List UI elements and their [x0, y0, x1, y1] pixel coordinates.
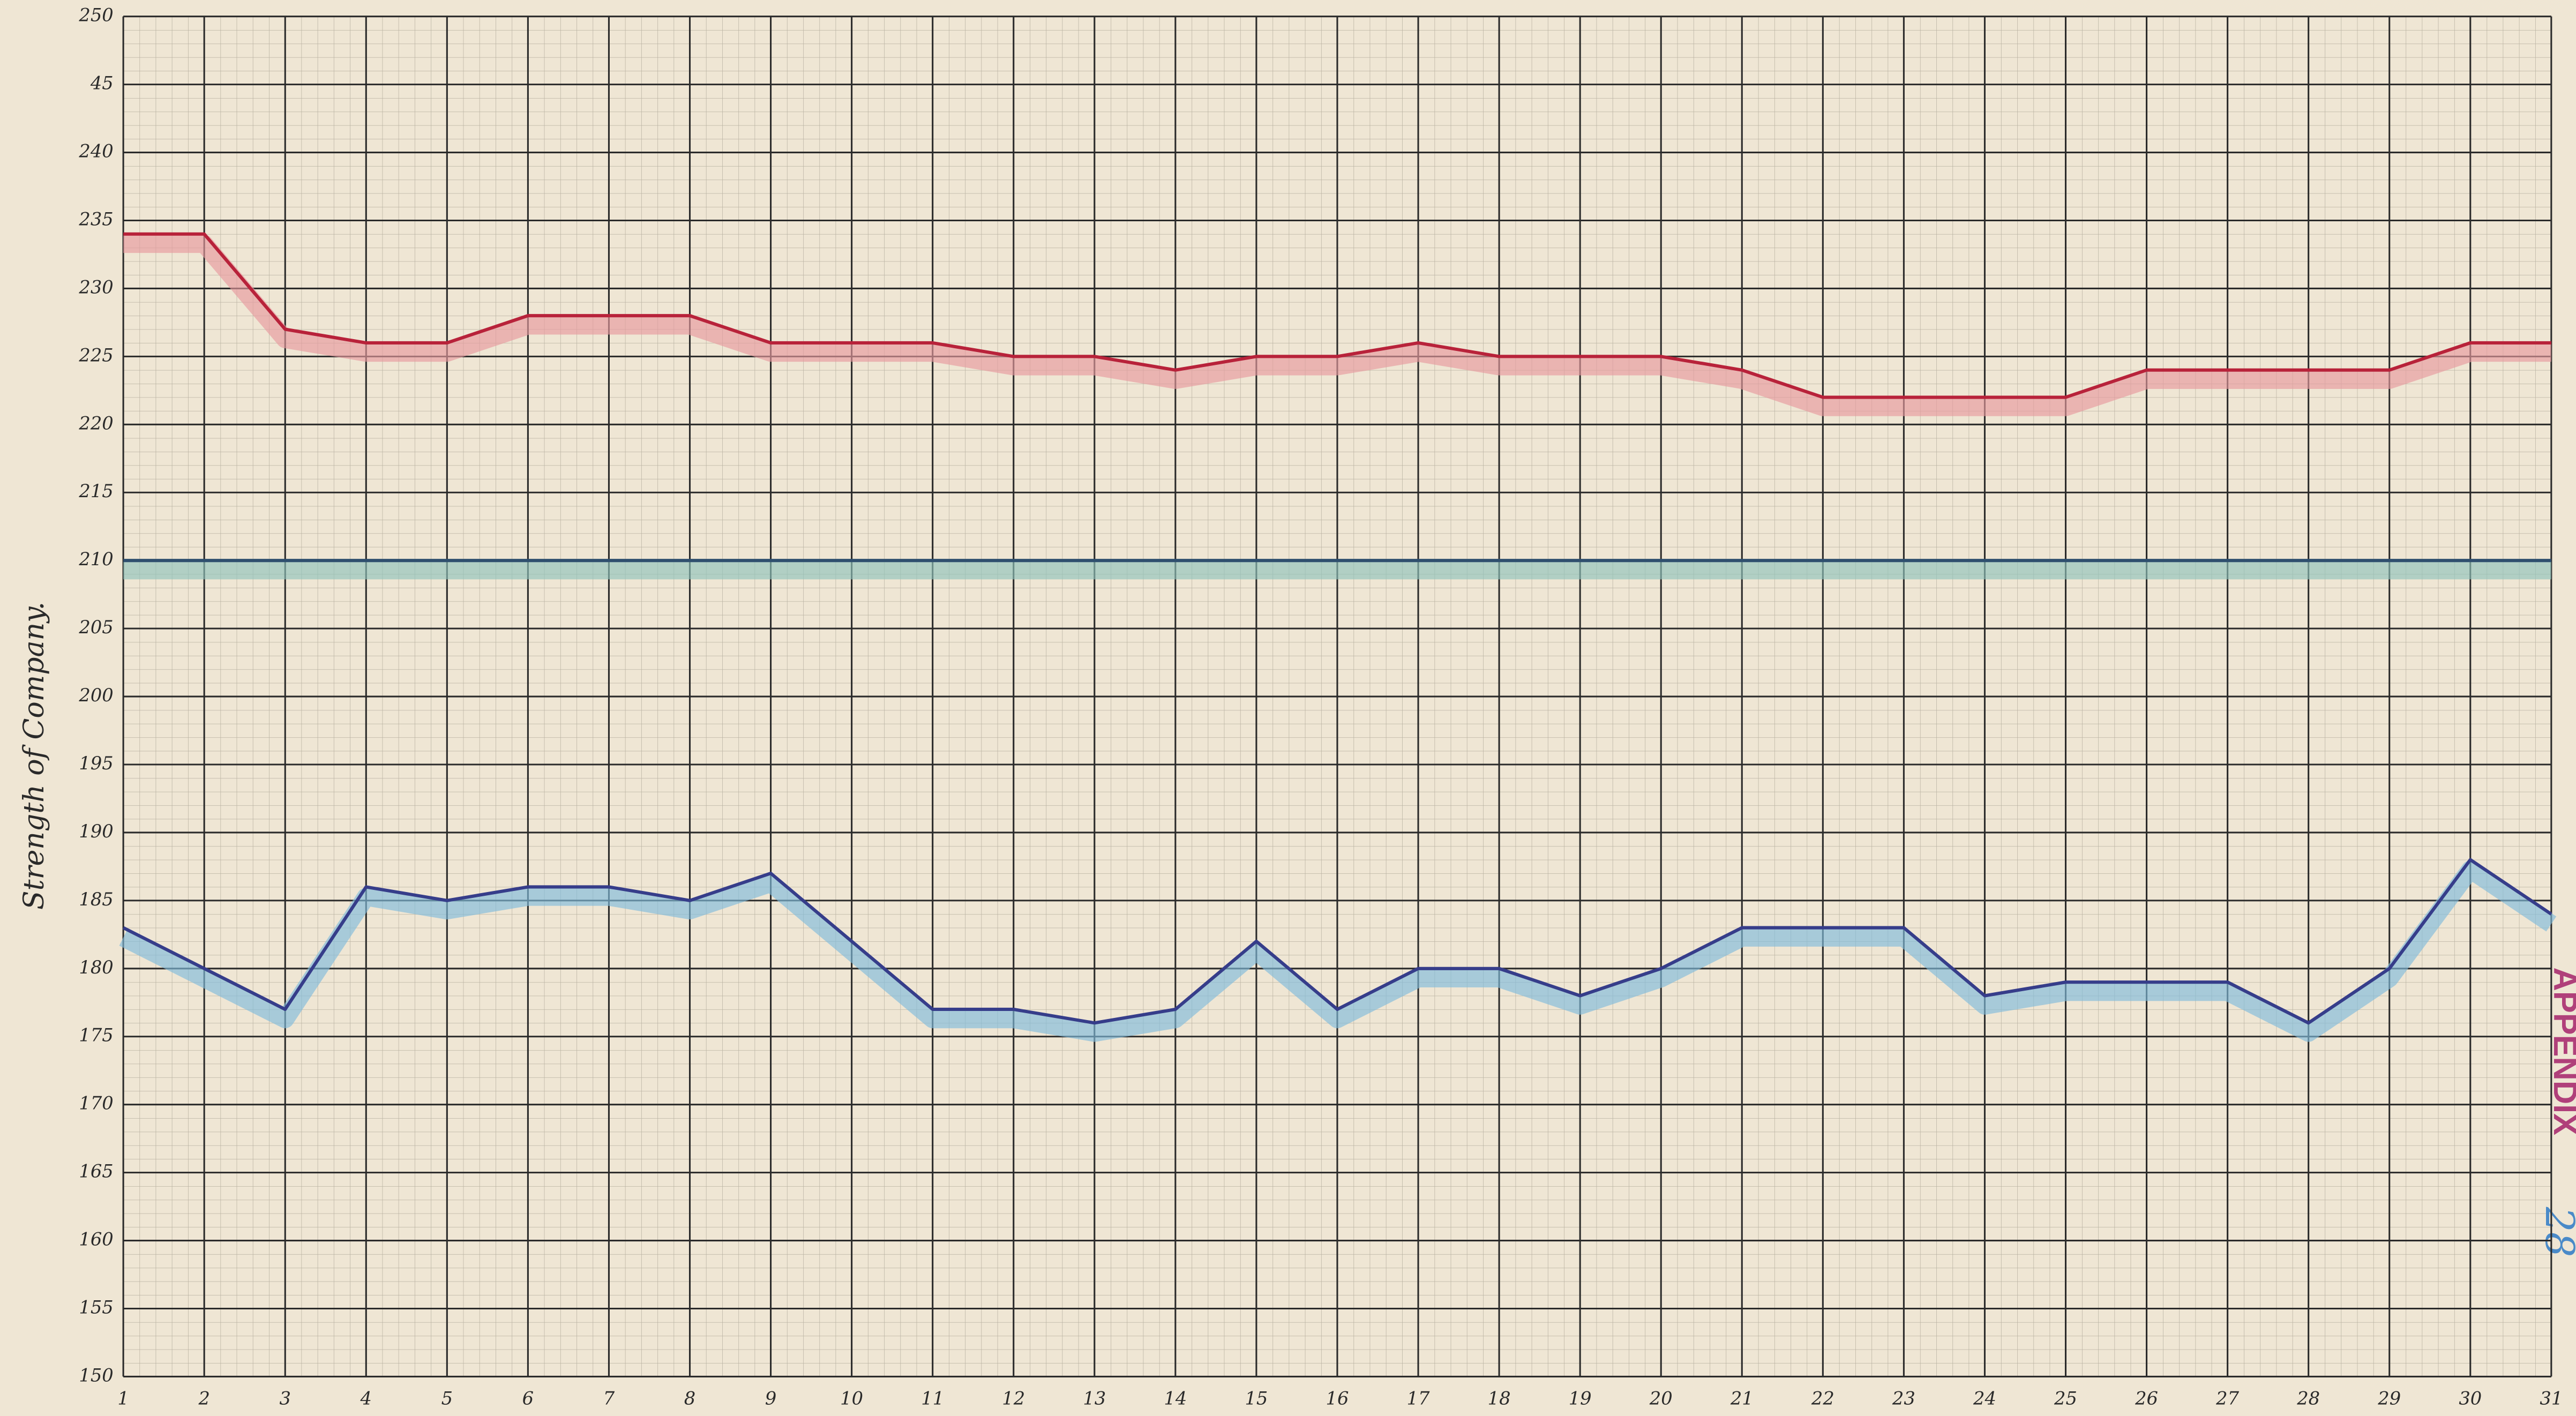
x-tick-label: 15 [1245, 1388, 1268, 1408]
appendix-number: 28 [2536, 1207, 2576, 1257]
x-tick-label: 25 [2054, 1388, 2077, 1408]
y-tick-label: 160 [79, 1229, 113, 1250]
x-tick-label: 31 [2540, 1388, 2563, 1408]
x-tick-label: 29 [2377, 1388, 2401, 1408]
x-tick-label: 14 [1164, 1388, 1187, 1408]
x-tick-label: 16 [1326, 1388, 1349, 1408]
x-tick-label: 11 [921, 1388, 944, 1408]
y-tick-label: 195 [79, 753, 113, 774]
x-tick-label: 4 [360, 1388, 372, 1408]
chart: Strength of Company. APPENDIX 28 1501551… [0, 0, 2576, 1416]
y-tick-label: 190 [79, 821, 113, 842]
y-tick-label: 45 [90, 73, 114, 94]
x-tick-label: 21 [1730, 1388, 1754, 1408]
y-tick-label: 215 [78, 481, 113, 501]
y-tick-label: 165 [79, 1161, 113, 1182]
y-tick-label: 175 [79, 1025, 113, 1046]
x-tick-label: 23 [1892, 1388, 1915, 1408]
x-tick-label: 20 [1649, 1388, 1673, 1408]
y-tick-label: 170 [79, 1093, 113, 1114]
x-tick-label: 13 [1083, 1388, 1106, 1408]
x-tick-label: 24 [1973, 1388, 1996, 1408]
y-tick-label: 200 [78, 685, 113, 706]
y-tick-label: 205 [78, 617, 113, 638]
x-tick-label: 5 [441, 1388, 453, 1408]
y-tick-label: 250 [78, 5, 113, 26]
x-tick-label: 28 [2296, 1388, 2320, 1408]
y-tick-label: 185 [79, 889, 113, 910]
y-tick-label: 150 [79, 1365, 113, 1385]
y-tick-label: 235 [78, 208, 113, 229]
x-tick-label: 10 [840, 1388, 863, 1408]
x-tick-label: 9 [765, 1388, 776, 1408]
x-tick-label: 6 [522, 1388, 534, 1408]
x-tick-label: 2 [198, 1388, 209, 1408]
x-tick-label: 22 [1811, 1388, 1834, 1408]
x-tick-label: 27 [2215, 1388, 2239, 1408]
x-tick-label: 8 [684, 1388, 695, 1408]
x-tick-label: 1 [117, 1388, 129, 1408]
y-tick-label: 225 [78, 344, 113, 365]
x-tick-label: 3 [280, 1388, 291, 1408]
x-tick-label: 19 [1569, 1388, 1592, 1408]
y-tick-label: 155 [79, 1297, 113, 1317]
y-tick-label: 210 [78, 549, 113, 570]
x-tick-label: 12 [1002, 1388, 1025, 1408]
y-axis-label: Strength of Company. [18, 602, 50, 910]
y-tick-label: 180 [79, 957, 113, 978]
x-tick-label: 17 [1407, 1388, 1430, 1408]
x-tick-label: 30 [2459, 1388, 2482, 1408]
y-tick-label: 230 [78, 276, 113, 297]
y-tick-label: 240 [78, 141, 113, 162]
y-tick-label: 220 [78, 413, 113, 433]
x-tick-label: 7 [603, 1388, 615, 1408]
x-tick-label: 18 [1488, 1388, 1511, 1408]
x-tick-label: 26 [2135, 1388, 2158, 1408]
page: {"chart_data": { "type": "line", "y_labe… [0, 0, 2576, 1416]
